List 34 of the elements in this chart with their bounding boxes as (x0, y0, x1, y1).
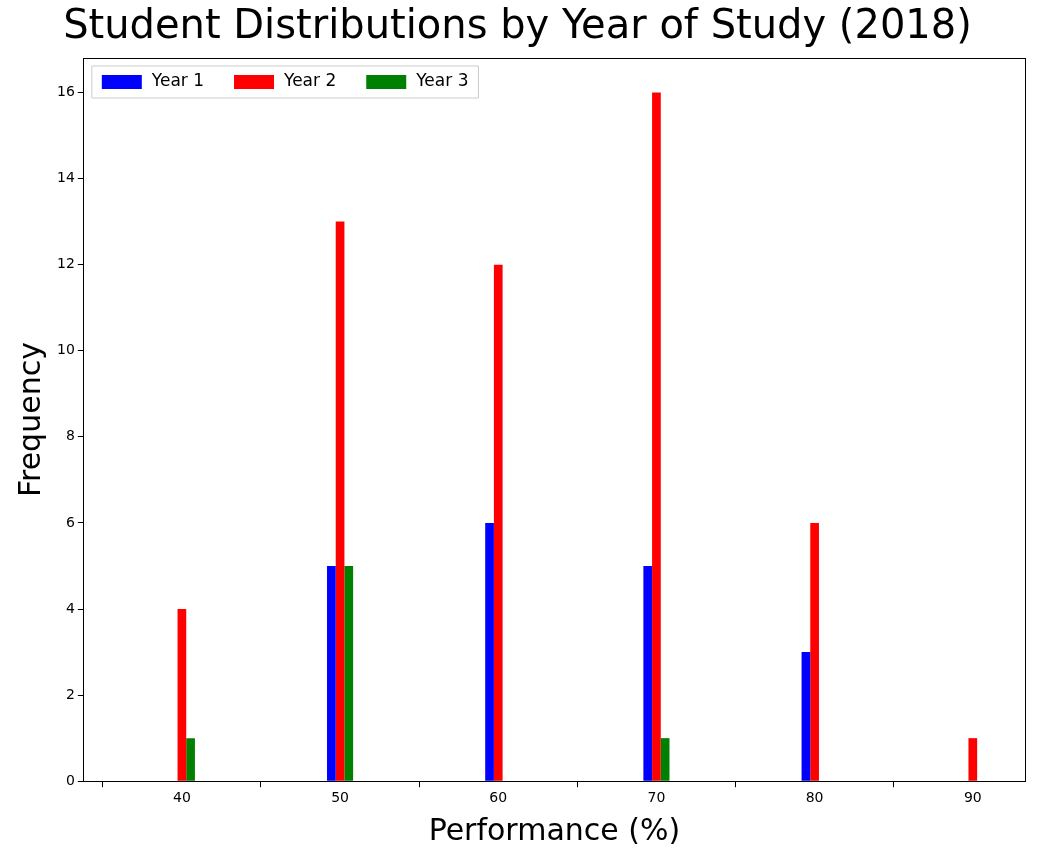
x-tick-label: 80 (805, 789, 824, 806)
x-axis-title: Performance (%) (428, 811, 681, 847)
bar (643, 565, 653, 781)
bar (177, 609, 187, 781)
y-tick-label: 8 (65, 427, 75, 444)
bar (652, 92, 661, 781)
y-tick-label: 10 (56, 341, 75, 358)
x-tick-label: 90 (963, 789, 982, 806)
bar (493, 264, 503, 781)
y-tick-label: 0 (65, 771, 75, 788)
bar (660, 738, 670, 781)
x-tick-label: 70 (647, 789, 666, 806)
legend-label: Year 3 (415, 70, 469, 91)
bar (186, 738, 195, 781)
bar (327, 565, 336, 781)
y-tick-label: 2 (65, 685, 75, 702)
x-tick-label: 60 (489, 789, 508, 806)
legend-label: Year 1 (150, 70, 205, 91)
bar (485, 522, 494, 781)
y-tick-label: 14 (56, 169, 75, 186)
y-tick-label: 6 (65, 513, 75, 530)
y-tick-label: 16 (56, 83, 75, 100)
bar (801, 652, 811, 781)
bar (810, 522, 819, 781)
x-tick-label: 50 (331, 789, 349, 806)
legend-label: Year 2 (283, 70, 337, 91)
y-axis-title: Frequency (11, 342, 47, 498)
y-tick-label: 4 (65, 599, 75, 616)
bar (344, 565, 354, 781)
bar (335, 221, 345, 781)
bar (968, 738, 978, 781)
chart-title: Student Distributions by Year of Study (2018) (63, 1, 972, 48)
y-tick-label: 12 (56, 255, 75, 272)
x-tick-label: 40 (172, 789, 191, 806)
